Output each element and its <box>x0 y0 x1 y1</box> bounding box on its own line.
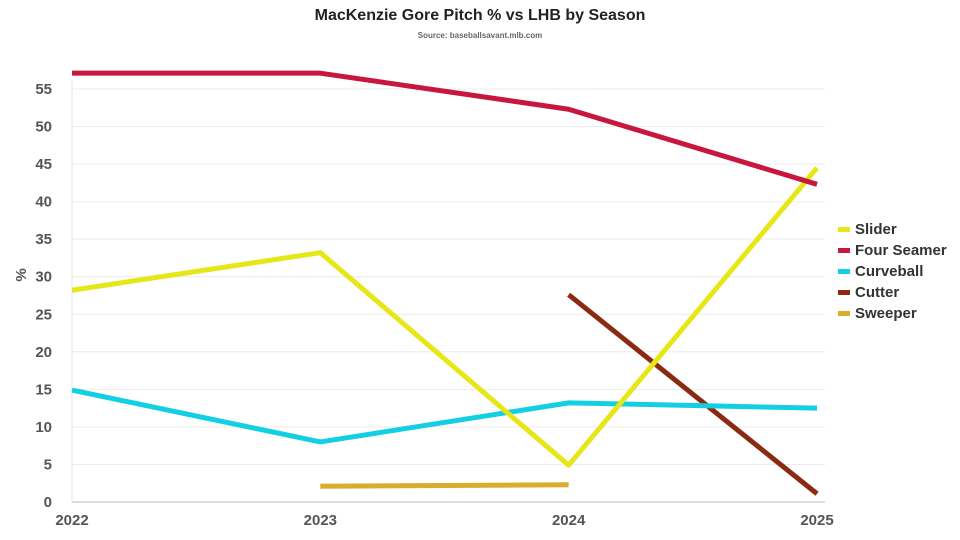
series-line-curveball <box>71 387 818 445</box>
legend-swatch <box>838 269 850 274</box>
y-tick-label: 15 <box>35 381 52 398</box>
y-tick-label: 35 <box>35 231 52 248</box>
legend-swatch <box>838 290 850 295</box>
x-tick-label: 2023 <box>304 512 337 529</box>
legend-swatch <box>838 248 850 253</box>
y-tick-label: 40 <box>35 194 52 211</box>
legend-swatch <box>838 227 850 232</box>
legend: Slider Four Seamer Curveball Cutter Sweeper <box>838 219 947 324</box>
y-tick-label: 45 <box>35 156 52 173</box>
x-tick-label: 2024 <box>552 512 586 529</box>
x-tick-label: 2022 <box>55 512 88 529</box>
y-tick-label: 20 <box>35 344 52 361</box>
legend-item: Slider <box>838 219 947 240</box>
y-tick-label: 5 <box>44 456 52 473</box>
legend-item: Sweeper <box>838 303 947 324</box>
legend-item: Curveball <box>838 261 947 282</box>
y-tick-label: 55 <box>35 81 52 98</box>
x-tick-label: 2025 <box>800 512 833 529</box>
series-line-slider <box>71 166 819 468</box>
chart-subtitle: Source: baseballsavant.mlb.com <box>417 31 543 40</box>
chart-title: MacKenzie Gore Pitch % vs LHB by Season <box>314 7 646 24</box>
series-line-four-seamer <box>72 70 818 187</box>
legend-label: Slider <box>855 221 897 238</box>
y-axis-label: % <box>13 268 30 281</box>
series-line-sweeper <box>320 482 569 489</box>
legend-item: Four Seamer <box>838 240 947 261</box>
y-tick-label: 10 <box>35 419 52 436</box>
legend-label: Four Seamer <box>855 242 947 259</box>
y-tick-label: 25 <box>35 306 52 323</box>
series-line-cutter <box>567 292 819 496</box>
y-tick-label: 30 <box>35 269 52 286</box>
legend-label: Cutter <box>855 284 900 301</box>
legend-label: Curveball <box>855 263 924 280</box>
y-tick-label: 50 <box>35 119 52 136</box>
legend-label: Sweeper <box>855 305 917 322</box>
y-tick-label: 0 <box>44 494 52 511</box>
legend-swatch <box>838 311 850 316</box>
legend-item: Cutter <box>838 282 947 303</box>
